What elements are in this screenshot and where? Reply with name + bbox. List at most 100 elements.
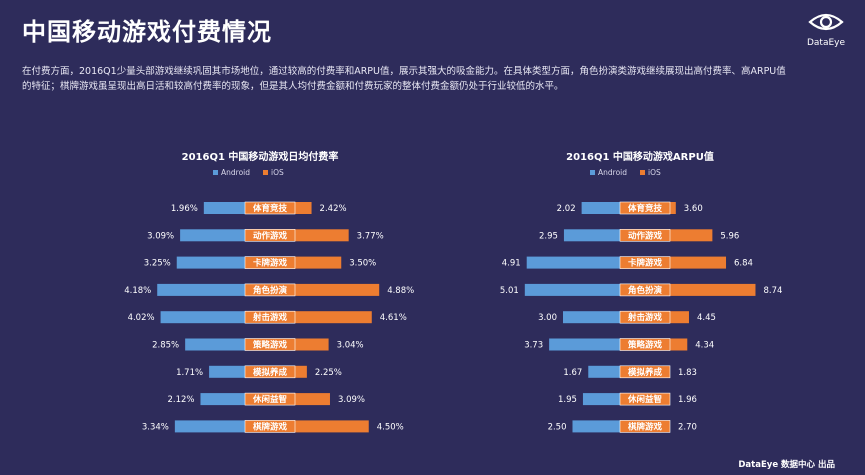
payrate-chart: Android iOS 体育竞技 1.96% 2.42% 动作游戏 3.09% 3.77% 卡牌… [124, 168, 414, 433]
value-label-ios-4: 4.45 [697, 313, 716, 323]
bar-android-7 [582, 393, 620, 406]
value-label-android-3: 4.18% [124, 286, 151, 296]
category-label-5: 策略游戏 [252, 340, 288, 351]
value-label-android-2: 3.25% [144, 259, 171, 269]
bar-android-0 [203, 202, 245, 214]
category-label-0: 体育竞技 [253, 203, 288, 214]
value-label-ios-3: 8.74 [763, 286, 782, 296]
value-label-ios-5: 3.04% [337, 341, 364, 351]
category-label-1: 动作游戏 [253, 230, 288, 241]
eye-icon [808, 13, 844, 31]
chart-title-arpu: 2016Q1 中国移动游戏ARPU值 [566, 152, 714, 163]
category-label-8: 棋牌游戏 [627, 421, 663, 432]
category-box-8 [244, 420, 296, 433]
legend-swatch-ios [263, 170, 268, 175]
bar-android-4 [563, 311, 620, 324]
category-box-6 [619, 365, 671, 379]
category-label-8: 棋牌游戏 [252, 421, 288, 432]
arpu-chart: Android iOS 体育竞技 2.02 3.60 动作游戏 2.95 5.96 卡牌游戏 4.… [500, 168, 782, 433]
category-box-0 [619, 201, 671, 215]
value-label-ios-2: 3.50% [349, 259, 376, 269]
category-box-4 [619, 310, 671, 324]
legend-label-android: Android [221, 168, 250, 177]
page-title: 中国移动游戏付费情况 [22, 18, 272, 46]
category-box-4 [244, 310, 296, 324]
value-label-ios-6: 2.25% [315, 368, 342, 378]
category-label-2: 卡牌游戏 [253, 258, 288, 269]
bar-android-2 [176, 256, 245, 269]
value-label-ios-6: 1.83 [678, 368, 697, 378]
value-label-ios-1: 3.77% [357, 231, 384, 241]
value-label-android-6: 1.71% [176, 368, 203, 378]
bar-android-3 [524, 283, 620, 296]
chart-title-payrate: 2016Q1 中国移动游戏日均付费率 [181, 152, 339, 163]
value-label-ios-0: 2.42% [320, 204, 347, 214]
legend-label-ios: iOS [648, 168, 661, 177]
category-box-5 [619, 338, 671, 351]
value-label-android-1: 2.95 [539, 231, 558, 241]
category-label-3: 角色扮演 [253, 285, 288, 296]
category-label-4: 射击游戏 [627, 312, 663, 323]
value-label-ios-3: 4.88% [387, 286, 414, 296]
category-box-0 [244, 201, 296, 215]
category-box-1 [619, 229, 671, 242]
category-label-0: 体育竞技 [628, 203, 663, 214]
legend-label-android: Android [598, 168, 627, 177]
category-box-7 [619, 392, 671, 406]
category-label-2: 卡牌游戏 [628, 258, 663, 269]
value-label-android-7: 2.12% [167, 395, 194, 405]
category-label-3: 角色扮演 [628, 285, 663, 296]
value-label-ios-7: 3.09% [338, 395, 365, 405]
category-label-6: 模拟养成 [628, 367, 663, 378]
value-label-ios-5: 4.34 [695, 341, 714, 351]
bar-android-1 [563, 229, 620, 242]
value-label-ios-8: 4.50% [377, 422, 404, 432]
value-label-android-4: 3.00 [538, 313, 557, 323]
brand-logo: DataEye [796, 8, 856, 52]
value-label-ios-8: 2.70 [678, 422, 697, 432]
bar-android-2 [526, 256, 620, 269]
value-label-ios-0: 3.60 [684, 204, 703, 214]
bar-android-5 [185, 338, 245, 351]
bar-android-8 [572, 420, 620, 433]
bar-android-6 [209, 365, 245, 378]
value-label-android-7: 1.95 [558, 395, 577, 405]
category-box-3 [244, 283, 296, 297]
value-label-ios-4: 4.61% [380, 313, 407, 323]
legend-swatch-android [213, 170, 218, 175]
logo-text: DataEye [806, 38, 846, 48]
category-box-8 [619, 420, 671, 433]
category-box-2 [244, 256, 296, 269]
category-box-1 [244, 229, 296, 242]
category-label-1: 动作游戏 [628, 230, 663, 241]
bar-android-7 [200, 393, 245, 406]
legend-label-ios: iOS [271, 168, 284, 177]
bar-android-0 [581, 202, 620, 214]
bar-android-8 [174, 420, 245, 433]
category-box-2 [619, 256, 671, 269]
category-box-7 [244, 392, 296, 406]
category-box-6 [244, 365, 296, 379]
legend-swatch-android [590, 170, 595, 175]
value-label-ios-2: 6.84 [734, 259, 753, 269]
value-label-android-3: 5.01 [500, 286, 519, 296]
footer-credit: DataEye 数据中心 出品 [738, 460, 835, 470]
description: 在付费方面，2016Q1少量头部游戏继续巩固其市场地位，通过较高的付费率和ARP… [22, 66, 786, 92]
value-label-android-6: 1.67 [563, 368, 582, 378]
bar-android-5 [549, 338, 620, 351]
value-label-android-5: 3.73 [524, 341, 543, 351]
category-label-7: 休闲益智 [627, 394, 662, 405]
value-label-android-8: 2.50 [548, 422, 567, 432]
category-box-3 [619, 283, 671, 297]
value-label-android-2: 4.91 [502, 259, 521, 269]
category-label-4: 射击游戏 [252, 312, 288, 323]
value-label-android-1: 3.09% [147, 231, 174, 241]
bar-android-3 [157, 283, 245, 296]
bar-android-4 [160, 311, 245, 324]
bar-android-1 [180, 229, 245, 242]
legend-swatch-ios [640, 170, 645, 175]
value-label-ios-7: 1.96 [678, 395, 697, 405]
category-box-5 [244, 338, 296, 351]
category-label-7: 休闲益智 [252, 394, 287, 405]
category-label-5: 策略游戏 [627, 340, 663, 351]
